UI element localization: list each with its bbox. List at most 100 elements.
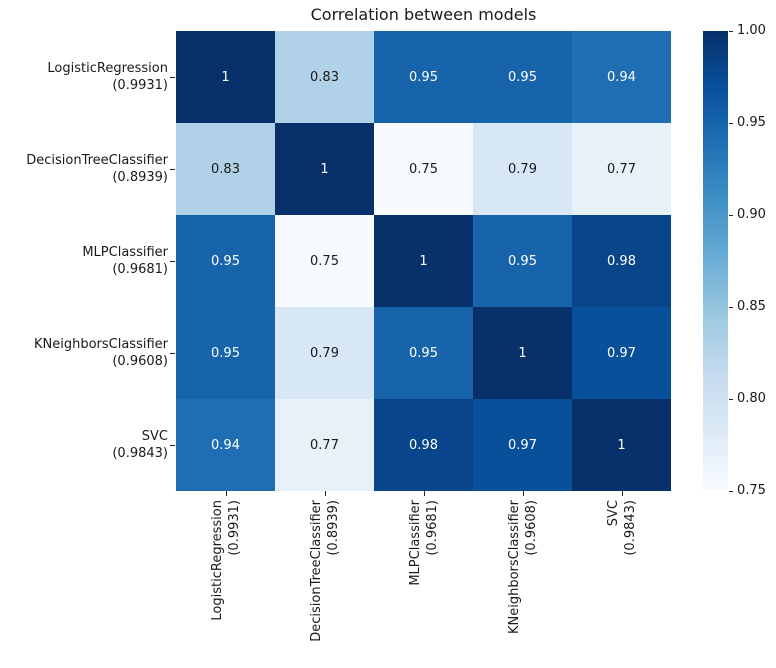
model-name: MLPClassifier — [407, 500, 423, 586]
model-score: (0.9608) — [112, 354, 168, 369]
cell-value: 0.95 — [508, 69, 537, 85]
y-tick — [170, 261, 175, 262]
x-tick — [423, 491, 425, 496]
colorbar-tick-label: 0.95 — [737, 115, 766, 130]
heatmap-cell: 0.95 — [473, 31, 572, 123]
y-axis-label: SVC (0.9843) — [112, 428, 168, 462]
model-score: (0.9931) — [112, 78, 168, 93]
x-tick — [324, 491, 326, 496]
model-score: (0.9681) — [424, 500, 440, 556]
model-name: MLPClassifier — [82, 245, 168, 260]
y-axis-label: DecisionTreeClassifier (0.8939) — [26, 152, 168, 186]
x-tick — [621, 491, 623, 496]
heatmap-cell: 0.79 — [275, 307, 374, 399]
colorbar-tick — [729, 215, 733, 216]
x-axis-label: LogisticRegression (0.9931) — [209, 500, 243, 660]
chart-title: Correlation between models — [310, 5, 537, 24]
cell-value: 0.98 — [607, 253, 636, 269]
heatmap-cell: 0.97 — [572, 307, 671, 399]
heatmap-cell: 0.97 — [473, 399, 572, 491]
model-score: (0.8939) — [112, 170, 168, 185]
y-tick — [170, 77, 175, 78]
x-axis-label: MLPClassifier (0.9681) — [407, 500, 441, 660]
model-score: (0.9681) — [112, 262, 168, 277]
heatmap-cell: 0.98 — [374, 399, 473, 491]
y-axis-label: KNeighborsClassifier (0.9608) — [34, 336, 168, 370]
cell-value: 0.83 — [211, 161, 240, 177]
heatmap-cell: 0.79 — [473, 123, 572, 215]
heatmap-cell: 0.77 — [275, 399, 374, 491]
heatmap-cell: 0.95 — [374, 31, 473, 123]
heatmap-cell: 1 — [176, 31, 275, 123]
model-name: SVC — [605, 500, 621, 527]
x-axis-label: KNeighborsClassifier (0.9608) — [506, 500, 540, 660]
cell-value: 1 — [419, 253, 428, 269]
x-tick — [225, 491, 227, 496]
model-name: SVC — [141, 429, 168, 444]
model-name: LogisticRegression — [47, 61, 168, 76]
cell-value: 1 — [320, 161, 329, 177]
cell-value: 0.79 — [508, 161, 537, 177]
model-name: LogisticRegression — [209, 500, 225, 621]
cell-value: 0.77 — [310, 437, 339, 453]
colorbar-tick — [729, 31, 733, 32]
model-score: (0.9843) — [112, 446, 168, 461]
cell-value: 0.95 — [211, 345, 240, 361]
heatmap-cell: 0.95 — [473, 215, 572, 307]
x-tick — [522, 491, 524, 496]
heatmap-cell: 0.83 — [275, 31, 374, 123]
cell-value: 0.95 — [409, 69, 438, 85]
colorbar-tick — [729, 307, 733, 308]
colorbar-tick-label: 0.80 — [737, 391, 766, 406]
heatmap-cell: 0.75 — [275, 215, 374, 307]
heatmap-cell: 1 — [572, 399, 671, 491]
cell-value: 0.95 — [211, 253, 240, 269]
model-score: (0.8939) — [325, 500, 341, 556]
cell-value: 0.75 — [409, 161, 438, 177]
model-name: DecisionTreeClassifier — [26, 153, 168, 168]
heatmap-cell: 0.95 — [176, 215, 275, 307]
colorbar-tick-label: 0.85 — [737, 299, 766, 314]
heatmap-cell: 0.75 — [374, 123, 473, 215]
cell-value: 1 — [617, 437, 626, 453]
y-tick — [170, 169, 175, 170]
y-tick — [170, 445, 175, 446]
cell-value: 0.95 — [508, 253, 537, 269]
cell-value: 1 — [518, 345, 527, 361]
cell-value: 0.75 — [310, 253, 339, 269]
heatmap-cell: 1 — [275, 123, 374, 215]
cell-value: 1 — [221, 69, 230, 85]
heatmap-cell: 0.94 — [176, 399, 275, 491]
colorbar-tick-label: 0.90 — [737, 207, 766, 222]
y-tick — [170, 353, 175, 354]
cell-value: 0.95 — [409, 345, 438, 361]
heatmap-cell: 0.77 — [572, 123, 671, 215]
y-axis-label: LogisticRegression (0.9931) — [47, 60, 168, 94]
cell-value: 0.98 — [409, 437, 438, 453]
heatmap-cell: 0.83 — [176, 123, 275, 215]
x-axis-label: SVC (0.9843) — [605, 500, 639, 660]
cell-value: 0.94 — [607, 69, 636, 85]
cell-value: 0.77 — [607, 161, 636, 177]
model-name: KNeighborsClassifier — [33, 337, 168, 352]
colorbar-tick — [729, 491, 733, 492]
heatmap-cell: 0.94 — [572, 31, 671, 123]
x-axis-label: DecisionTreeClassifier (0.8939) — [308, 500, 342, 660]
model-name: KNeighborsClassifier — [506, 500, 522, 635]
cell-value: 0.79 — [310, 345, 339, 361]
model-score: (0.9608) — [523, 500, 539, 556]
heatmap-cell: 0.95 — [176, 307, 275, 399]
colorbar-tick — [729, 123, 733, 124]
cell-value: 0.83 — [310, 69, 339, 85]
colorbar-tick-label: 1.00 — [737, 23, 766, 38]
colorbar — [703, 31, 728, 491]
heatmap-cell: 1 — [473, 307, 572, 399]
cell-value: 0.97 — [607, 345, 636, 361]
cell-value: 0.94 — [211, 437, 240, 453]
heatmap-cell: 0.95 — [374, 307, 473, 399]
heatmap-cell: 1 — [374, 215, 473, 307]
model-score: (0.9843) — [622, 500, 638, 556]
y-axis-label: MLPClassifier (0.9681) — [82, 244, 168, 278]
heatmap-cell: 0.98 — [572, 215, 671, 307]
